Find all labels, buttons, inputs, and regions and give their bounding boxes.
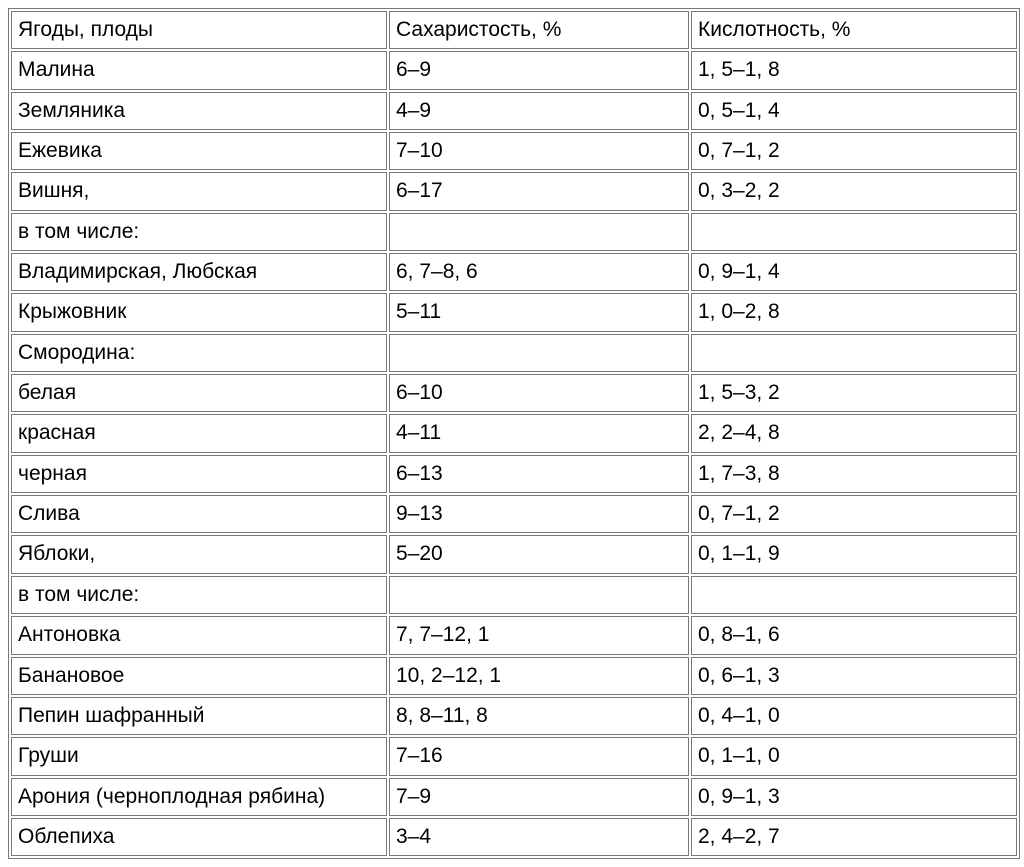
table-row: Банановое 10, 2–12, 1 0, 6–1, 3 xyxy=(11,657,1017,695)
cell-sugar xyxy=(389,334,689,372)
cell-acid: 0, 8–1, 6 xyxy=(691,616,1017,654)
cell-name: Вишня, xyxy=(11,172,387,210)
cell-acid xyxy=(691,576,1017,614)
table-row: Владимирская, Любская 6, 7–8, 6 0, 9–1, … xyxy=(11,253,1017,291)
column-header-name: Ягоды, плоды xyxy=(11,11,387,49)
cell-sugar: 5–20 xyxy=(389,535,689,573)
table-body: Ягоды, плоды Сахаристость, % Кислотность… xyxy=(11,11,1017,856)
cell-name: Яблоки, xyxy=(11,535,387,573)
cell-sugar: 6–17 xyxy=(389,172,689,210)
cell-name: в том числе: xyxy=(11,213,387,251)
cell-acid: 0, 7–1, 2 xyxy=(691,495,1017,533)
fruit-table: Ягоды, плоды Сахаристость, % Кислотность… xyxy=(8,8,1020,859)
cell-acid: 0, 1–1, 9 xyxy=(691,535,1017,573)
column-header-sugar: Сахаристость, % xyxy=(389,11,689,49)
cell-acid: 2, 4–2, 7 xyxy=(691,818,1017,856)
cell-name: Облепиха xyxy=(11,818,387,856)
table-row: черная 6–13 1, 7–3, 8 xyxy=(11,455,1017,493)
cell-sugar: 7–9 xyxy=(389,778,689,816)
cell-acid: 0, 4–1, 0 xyxy=(691,697,1017,735)
cell-sugar xyxy=(389,213,689,251)
cell-acid: 0, 5–1, 4 xyxy=(691,92,1017,130)
table-row: в том числе: xyxy=(11,213,1017,251)
cell-sugar: 7–16 xyxy=(389,737,689,775)
cell-acid: 0, 9–1, 3 xyxy=(691,778,1017,816)
cell-name: Банановое xyxy=(11,657,387,695)
cell-name: Земляника xyxy=(11,92,387,130)
cell-sugar: 6–9 xyxy=(389,51,689,89)
table-row: Облепиха 3–4 2, 4–2, 7 xyxy=(11,818,1017,856)
cell-name: Крыжовник xyxy=(11,293,387,331)
cell-name: Владимирская, Любская xyxy=(11,253,387,291)
cell-sugar: 9–13 xyxy=(389,495,689,533)
table-row: Антоновка 7, 7–12, 1 0, 8–1, 6 xyxy=(11,616,1017,654)
cell-acid: 1, 5–3, 2 xyxy=(691,374,1017,412)
cell-acid xyxy=(691,334,1017,372)
table-row: Вишня, 6–17 0, 3–2, 2 xyxy=(11,172,1017,210)
cell-sugar: 5–11 xyxy=(389,293,689,331)
table-row: Малина 6–9 1, 5–1, 8 xyxy=(11,51,1017,89)
table-row: Груши 7–16 0, 1–1, 0 xyxy=(11,737,1017,775)
table-row: Крыжовник 5–11 1, 0–2, 8 xyxy=(11,293,1017,331)
table-header-row: Ягоды, плоды Сахаристость, % Кислотность… xyxy=(11,11,1017,49)
table-row: Пепин шафранный 8, 8–11, 8 0, 4–1, 0 xyxy=(11,697,1017,735)
cell-acid: 0, 9–1, 4 xyxy=(691,253,1017,291)
cell-name: Смородина: xyxy=(11,334,387,372)
cell-acid xyxy=(691,213,1017,251)
cell-name: в том числе: xyxy=(11,576,387,614)
cell-sugar: 7, 7–12, 1 xyxy=(389,616,689,654)
cell-sugar: 8, 8–11, 8 xyxy=(389,697,689,735)
cell-sugar: 10, 2–12, 1 xyxy=(389,657,689,695)
cell-name: Антоновка xyxy=(11,616,387,654)
cell-sugar: 6–13 xyxy=(389,455,689,493)
cell-sugar xyxy=(389,576,689,614)
cell-name: Ежевика xyxy=(11,132,387,170)
cell-sugar: 4–9 xyxy=(389,92,689,130)
cell-acid: 1, 5–1, 8 xyxy=(691,51,1017,89)
table-row: Смородина: xyxy=(11,334,1017,372)
cell-name: Груши xyxy=(11,737,387,775)
cell-acid: 1, 0–2, 8 xyxy=(691,293,1017,331)
table-row: Яблоки, 5–20 0, 1–1, 9 xyxy=(11,535,1017,573)
cell-sugar: 6, 7–8, 6 xyxy=(389,253,689,291)
table-row: Слива 9–13 0, 7–1, 2 xyxy=(11,495,1017,533)
cell-acid: 2, 2–4, 8 xyxy=(691,414,1017,452)
cell-acid: 1, 7–3, 8 xyxy=(691,455,1017,493)
cell-acid: 0, 6–1, 3 xyxy=(691,657,1017,695)
table-row: белая 6–10 1, 5–3, 2 xyxy=(11,374,1017,412)
cell-acid: 0, 3–2, 2 xyxy=(691,172,1017,210)
column-header-acid: Кислотность, % xyxy=(691,11,1017,49)
cell-sugar: 6–10 xyxy=(389,374,689,412)
table-row: Земляника 4–9 0, 5–1, 4 xyxy=(11,92,1017,130)
cell-acid: 0, 1–1, 0 xyxy=(691,737,1017,775)
cell-acid: 0, 7–1, 2 xyxy=(691,132,1017,170)
cell-name: Слива xyxy=(11,495,387,533)
cell-sugar: 4–11 xyxy=(389,414,689,452)
cell-name: Арония (черноплодная рябина) xyxy=(11,778,387,816)
cell-sugar: 3–4 xyxy=(389,818,689,856)
table-row: в том числе: xyxy=(11,576,1017,614)
table-row: красная 4–11 2, 2–4, 8 xyxy=(11,414,1017,452)
cell-name: белая xyxy=(11,374,387,412)
cell-name: красная xyxy=(11,414,387,452)
cell-name: черная xyxy=(11,455,387,493)
cell-name: Малина xyxy=(11,51,387,89)
cell-name: Пепин шафранный xyxy=(11,697,387,735)
cell-sugar: 7–10 xyxy=(389,132,689,170)
table-row: Ежевика 7–10 0, 7–1, 2 xyxy=(11,132,1017,170)
table-row: Арония (черноплодная рябина) 7–9 0, 9–1,… xyxy=(11,778,1017,816)
